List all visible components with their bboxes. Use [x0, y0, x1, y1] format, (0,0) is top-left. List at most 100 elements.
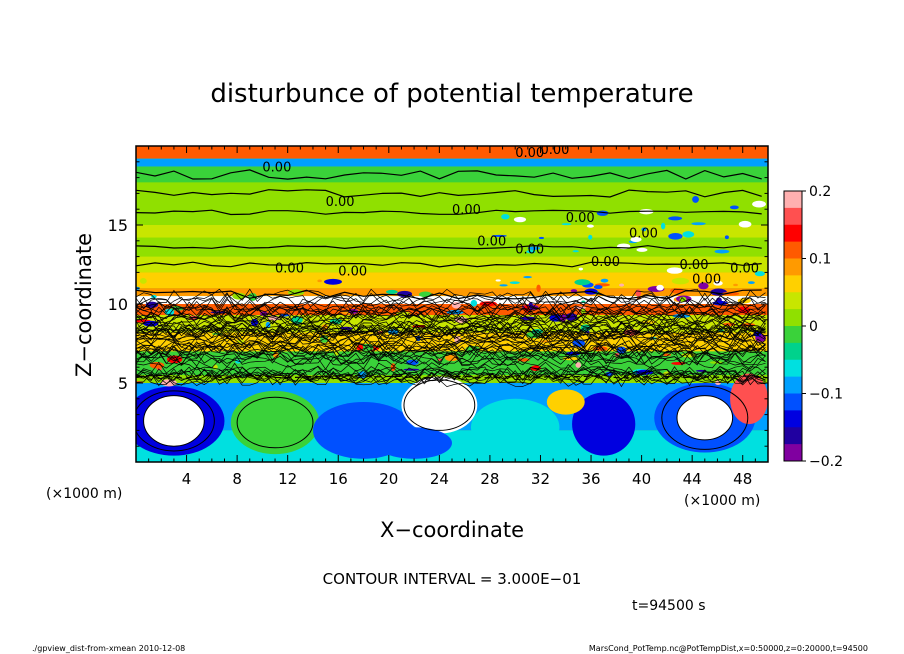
field-blob — [230, 390, 320, 455]
contour-line — [136, 390, 215, 452]
contour-line — [136, 366, 766, 382]
contour-label: 0.00 — [275, 261, 304, 276]
field-speck — [451, 301, 461, 309]
field-speck — [713, 280, 723, 286]
field-blob — [546, 389, 585, 415]
contour-line — [136, 306, 766, 322]
colorbar-tick-label: 0.1 — [809, 252, 831, 268]
contour-line — [136, 325, 766, 341]
field-speck — [714, 249, 730, 254]
field-speck — [491, 234, 507, 237]
colorbar-swatch — [784, 309, 802, 327]
field-speck — [499, 284, 508, 287]
x-tick-label: 24 — [430, 470, 449, 488]
colorbar-swatch — [784, 207, 802, 226]
field-blob — [470, 398, 560, 456]
contour-line — [136, 367, 766, 383]
field-blob — [730, 373, 768, 425]
contour-lines — [136, 169, 768, 452]
field-speck — [636, 247, 648, 252]
field-speck — [509, 281, 520, 284]
field-speck — [747, 281, 755, 285]
x-tick-label: 8 — [232, 470, 242, 488]
colorbar-swatch — [784, 258, 802, 276]
contour-line — [136, 288, 766, 304]
contour-line — [136, 189, 762, 198]
field-speck — [523, 275, 533, 279]
contour-line — [136, 306, 766, 322]
contour-line — [136, 293, 766, 309]
colorbar-swatch — [784, 241, 802, 259]
contour-label: 0.00 — [338, 265, 367, 280]
field-band — [136, 272, 768, 289]
contour-line — [676, 395, 734, 441]
colorbar-swatch — [784, 359, 802, 378]
chart-title: disturbunce of potential temperature — [210, 79, 693, 109]
contour-label: 0.00 — [692, 272, 721, 287]
field-speck — [470, 299, 478, 307]
field-speck — [635, 289, 642, 297]
field-speck — [733, 283, 738, 287]
field-speck — [397, 290, 413, 298]
field-blob — [376, 427, 452, 459]
field-speck — [679, 296, 687, 303]
field-band — [136, 146, 768, 159]
field-speck — [513, 216, 527, 223]
contour-line — [136, 361, 766, 377]
field-speck — [724, 235, 729, 240]
contour-line — [136, 169, 762, 180]
plot-area: 0.00 0.00 0.00 0.00 0.00 0.00 0.00 0.00 0.00 0.00… — [136, 143, 768, 462]
x-tick-label: 32 — [531, 470, 550, 488]
colorbar-swatch — [784, 326, 802, 344]
contour-line — [136, 332, 766, 348]
field-speck — [385, 289, 398, 294]
x-tick-label: 12 — [278, 470, 297, 488]
field-speck — [437, 278, 443, 284]
contour-line — [136, 291, 766, 307]
field-speck — [495, 279, 501, 282]
contour-line — [136, 340, 766, 356]
colorbar-swatch — [784, 444, 802, 462]
field-speck — [671, 277, 690, 285]
field-speck — [317, 279, 322, 283]
field-speck — [691, 222, 706, 226]
contour-line — [136, 209, 762, 216]
field-speck — [660, 222, 666, 230]
contour-line — [661, 385, 749, 450]
contour-line — [136, 289, 762, 300]
contour-label: 0.00 — [629, 227, 658, 242]
y-axis: 5 10 15 — [108, 161, 768, 447]
field-speck — [588, 234, 593, 240]
colorbar-swatch — [784, 410, 802, 428]
contour-label: 0.00 — [591, 255, 620, 270]
field-band — [136, 158, 768, 167]
field-speck — [572, 250, 579, 253]
contour-label: 0.00 — [566, 211, 595, 226]
x-tick-label: 4 — [182, 470, 192, 488]
contour-labels: 0.00 0.00 0.00 0.00 0.00 0.00 0.00 0.00 0.00 0.00… — [262, 143, 759, 287]
contour-label: 0.00 — [540, 143, 569, 158]
x-tick-label: 40 — [632, 470, 651, 488]
field-band — [136, 237, 768, 257]
field-speck — [570, 289, 578, 293]
time-label: t=94500 s — [632, 598, 706, 614]
contour-line — [403, 379, 476, 431]
contour-line — [136, 319, 766, 335]
contour-line — [136, 370, 766, 386]
field-speck — [356, 344, 364, 351]
contour-label: 0.00 — [326, 195, 355, 210]
field-speck — [619, 283, 625, 287]
contour-line — [136, 370, 766, 386]
field-speck — [752, 200, 766, 208]
contour-line — [136, 305, 766, 321]
x-tick-label: 20 — [379, 470, 398, 488]
field-speck — [675, 268, 681, 271]
contour-line — [136, 261, 762, 268]
colorbar-swatch — [784, 275, 802, 293]
colorbar-swatch — [784, 427, 802, 445]
contour-label: 0.00 — [262, 160, 291, 175]
x-unit-left: (×1000 m) — [46, 486, 122, 502]
contour-line — [136, 365, 766, 381]
contour-label: 0.00 — [477, 235, 506, 250]
